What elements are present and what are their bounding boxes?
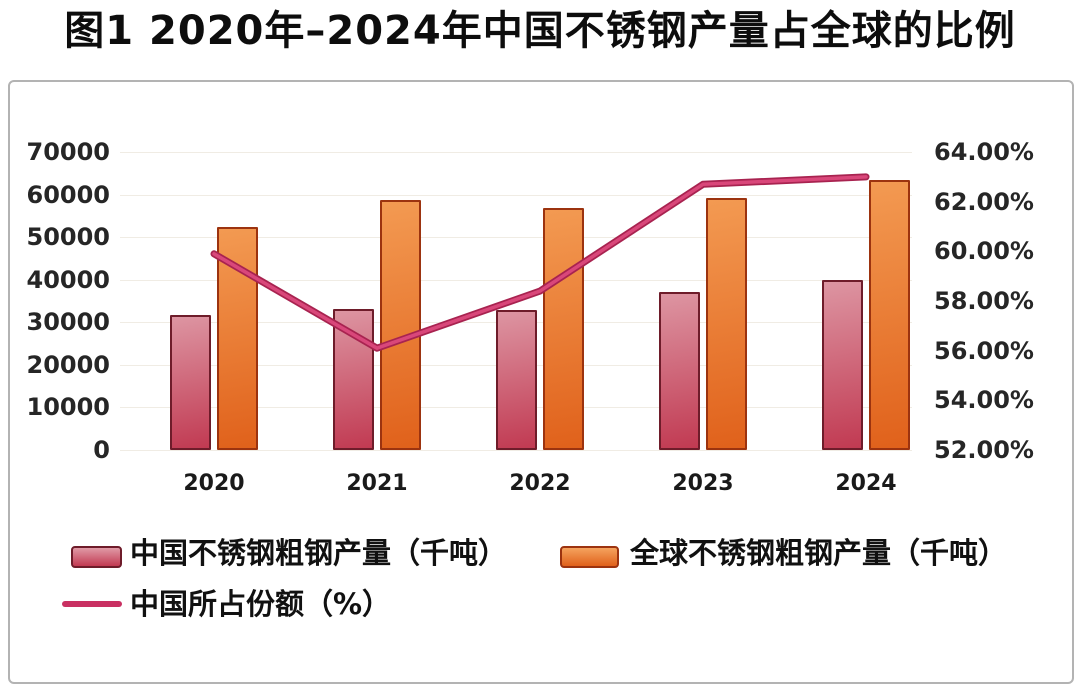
- china-bar-2023: [659, 292, 700, 450]
- legend-swatch-china-bar: [71, 546, 122, 568]
- right-axis-tick-label-62.00pct: 62.00%: [934, 187, 1034, 216]
- left-axis-tick-label-30000: 30000: [26, 308, 111, 337]
- global-bar-2024: [869, 180, 910, 450]
- china-bar-2022: [496, 309, 537, 450]
- global-bar-2020: [217, 226, 258, 450]
- x-axis-label-2024: 2024: [835, 471, 897, 496]
- china-bar-2020: [170, 315, 211, 450]
- left-axis-tick-label-40000: 40000: [26, 265, 111, 294]
- left-axis-tick-label-10000: 10000: [26, 393, 111, 422]
- x-axis-label-2022: 2022: [509, 471, 571, 496]
- right-axis-tick-label-56.00pct: 56.00%: [934, 336, 1034, 365]
- left-axis-tick-label-20000: 20000: [26, 350, 111, 379]
- left-axis-tick-label-0: 0: [93, 436, 110, 464]
- x-axis-label-2020: 2020: [183, 471, 245, 496]
- right-axis-tick-label-60.00pct: 60.00%: [934, 237, 1034, 266]
- legend-label-share-line: 中国所占份额（%）: [130, 587, 392, 621]
- gridline-70000: [120, 152, 912, 153]
- global-bar-2021: [380, 200, 421, 450]
- right-axis-tick-label-64.00pct: 64.00%: [934, 138, 1034, 166]
- legend-line-swatch-share: [62, 601, 122, 607]
- legend-label-china-bar: 中国不锈钢粗钢产量（千吨）: [130, 536, 508, 570]
- x-axis-label-2021: 2021: [346, 471, 408, 496]
- legend-label-global-bar: 全球不锈钢粗钢产量（千吨）: [630, 536, 1008, 570]
- china-bar-2021: [333, 309, 374, 450]
- global-bar-2023: [706, 197, 747, 450]
- legend-swatch-global-bar: [560, 546, 619, 568]
- x-axis-label-2023: 2023: [672, 471, 734, 496]
- left-axis-tick-label-50000: 50000: [26, 223, 111, 252]
- right-axis-tick-label-52.00pct: 52.00%: [934, 436, 1034, 464]
- right-axis-tick-label-54.00pct: 54.00%: [934, 386, 1034, 415]
- gridline-0: [120, 450, 912, 451]
- china-bar-2024: [822, 280, 863, 450]
- left-axis-tick-label-60000: 60000: [26, 180, 111, 209]
- right-axis-tick-label-58.00pct: 58.00%: [934, 287, 1034, 315]
- chart-title: 图1 2020年–2024年中国不锈钢产量占全球的比例: [64, 8, 1016, 54]
- left-axis-tick-label-70000: 70000: [26, 138, 111, 166]
- gridline-60000: [120, 194, 912, 196]
- global-bar-2022: [543, 208, 584, 450]
